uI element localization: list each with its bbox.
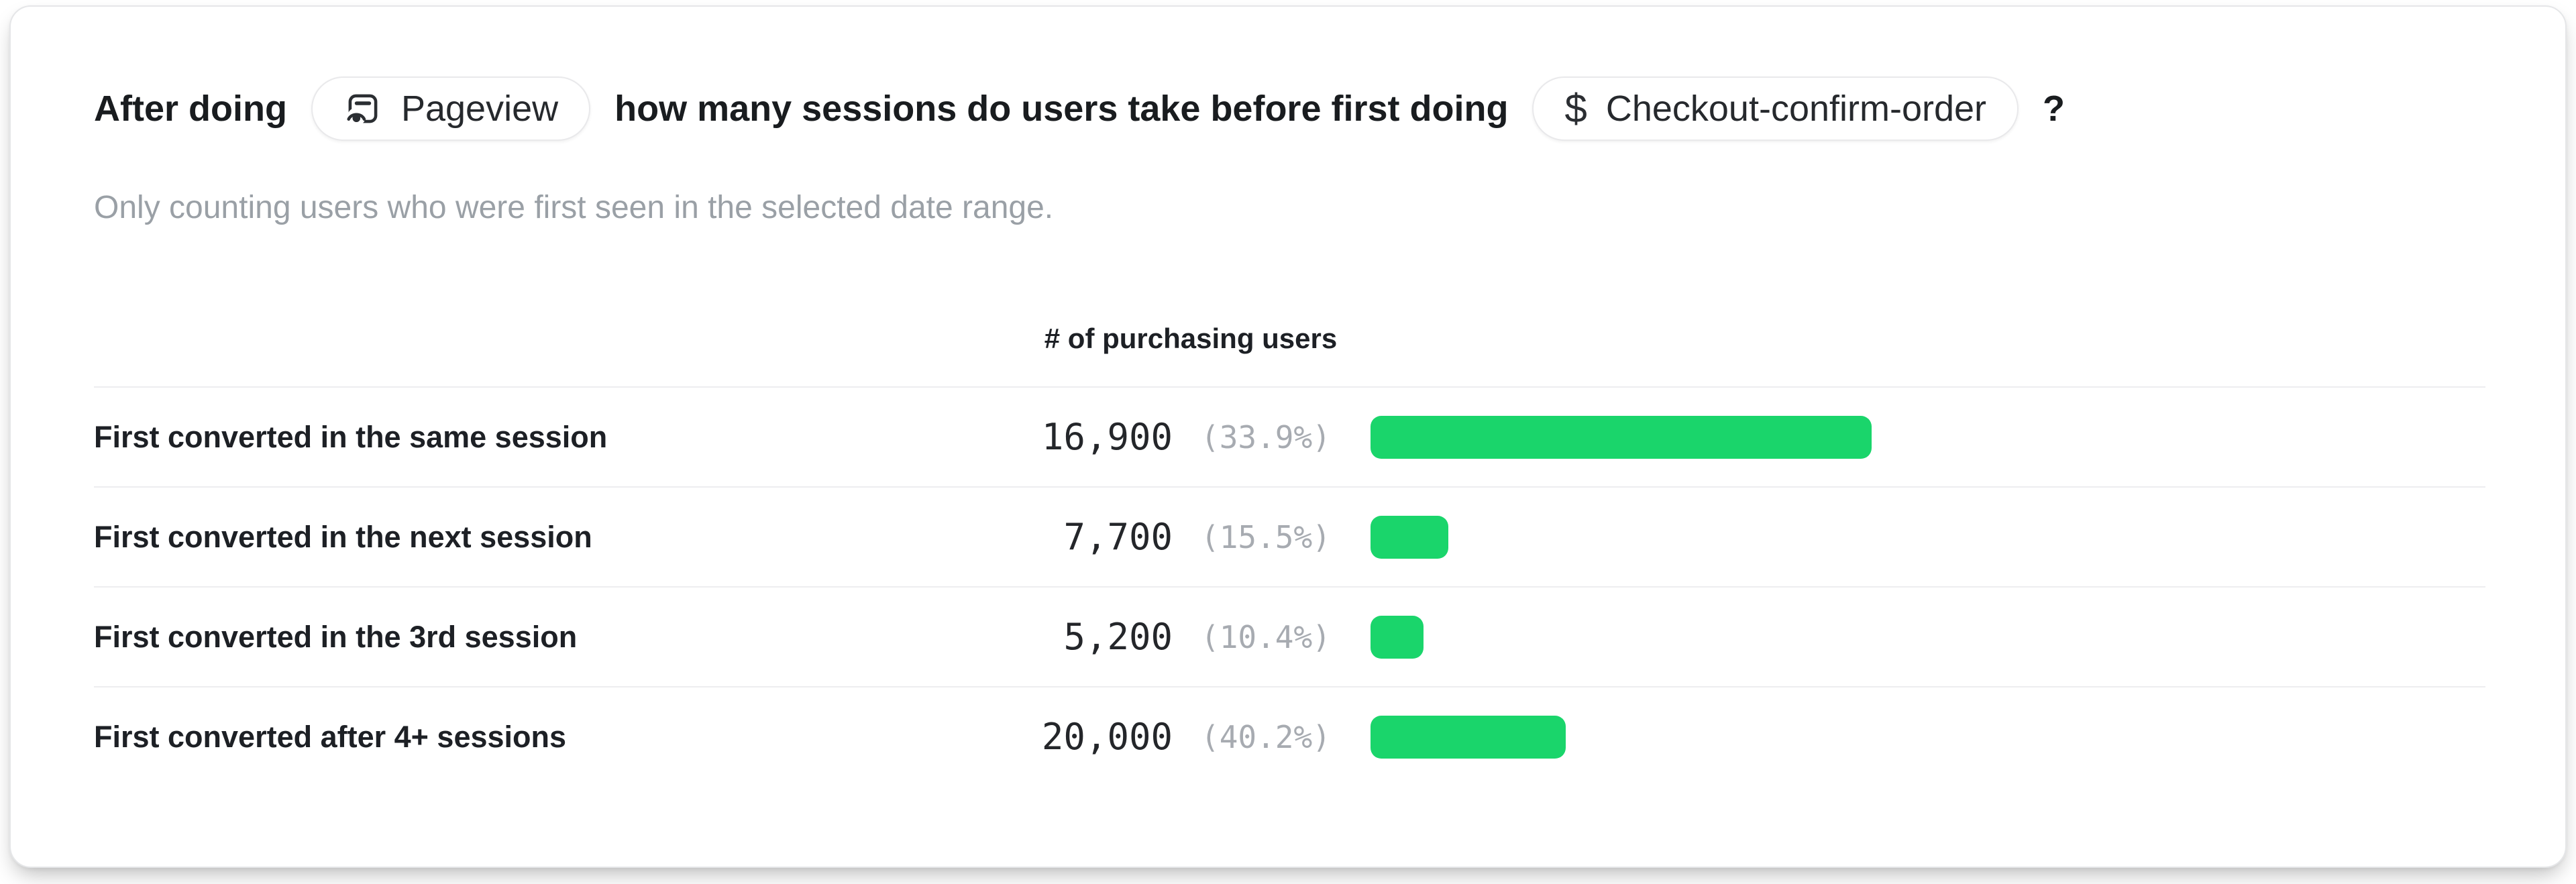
row-percent: (15.5%) xyxy=(1201,518,1331,555)
row-count: 16,900 xyxy=(1041,416,1173,458)
row-percent: (40.2%) xyxy=(1201,718,1331,755)
row-count: 5,200 xyxy=(1063,616,1173,658)
table-header-row: # of purchasing users xyxy=(94,321,2485,356)
report-subtitle: Only counting users who were first seen … xyxy=(94,190,1054,225)
row-label: First converted in the same session xyxy=(94,419,608,454)
bar-cell xyxy=(1335,415,2485,459)
row-percent: (33.9%) xyxy=(1201,419,1331,455)
row-count: 20,000 xyxy=(1041,716,1173,758)
row-percent: (10.4%) xyxy=(1201,618,1331,655)
dollar-icon: $ xyxy=(1564,86,1587,131)
row-label: First converted in the 3rd session xyxy=(94,619,578,654)
sessions-table: # of purchasing users First converted in… xyxy=(94,321,2485,786)
row-count: 7,700 xyxy=(1063,516,1173,558)
bar-cell xyxy=(1335,615,2485,659)
table-row: First converted after 4+ sessions 20,000… xyxy=(94,686,2485,786)
event-pill-label: Pageview xyxy=(400,89,559,129)
bar-cell xyxy=(1335,515,2485,559)
event-pill-label: Checkout-confirm-order xyxy=(1605,89,1987,129)
bar-cell xyxy=(1335,715,2485,759)
question-middle: how many sessions do users take before f… xyxy=(614,89,1509,129)
table-row: First converted in the same session 16,9… xyxy=(94,386,2485,486)
event-pill-pageview[interactable]: Pageview xyxy=(311,76,591,141)
table-row: First converted in the 3rd session 5,200… xyxy=(94,586,2485,686)
pageview-icon xyxy=(343,89,382,128)
value-bar xyxy=(1371,515,1448,559)
row-label: First converted after 4+ sessions xyxy=(94,719,567,754)
event-pill-checkout[interactable]: $ Checkout-confirm-order xyxy=(1532,76,2019,141)
question-title: After doing Pageview how many sessions d… xyxy=(94,76,2485,141)
value-bar xyxy=(1371,415,1872,459)
insight-report-card: After doing Pageview how many sessions d… xyxy=(9,5,2567,868)
row-label: First converted in the next session xyxy=(94,519,592,554)
table-row: First converted in the next session 7,70… xyxy=(94,486,2485,586)
value-column-header: # of purchasing users xyxy=(1044,323,1338,354)
value-bar xyxy=(1371,615,1424,659)
question-suffix: ? xyxy=(2043,89,2065,129)
value-bar xyxy=(1371,715,1566,759)
question-prefix: After doing xyxy=(94,89,287,129)
